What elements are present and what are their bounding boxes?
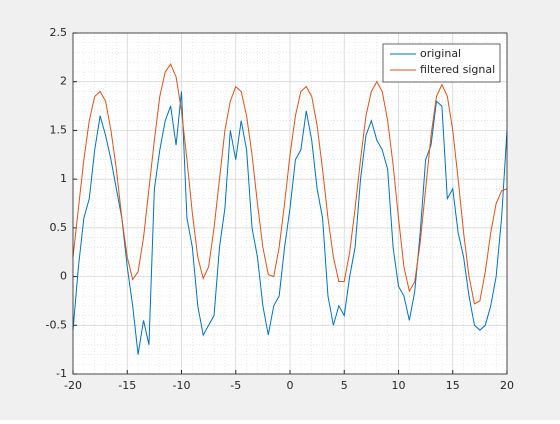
x-tick-label: 15 — [446, 379, 460, 392]
y-tick-label: -1 — [56, 367, 67, 380]
legend-box — [382, 43, 501, 83]
x-tick-label: -10 — [173, 379, 191, 392]
x-tick-label: 20 — [500, 379, 514, 392]
series-line — [72, 91, 508, 355]
series-line — [72, 63, 508, 305]
y-tick-label: 0.5 — [50, 221, 68, 234]
x-tick-label: 5 — [341, 379, 348, 392]
y-tick-label: 2.5 — [50, 26, 68, 39]
y-tick-label: -0.5 — [46, 318, 67, 331]
axes-box — [72, 32, 508, 375]
x-tick-label: -15 — [118, 379, 136, 392]
x-tick-label: -20 — [64, 379, 82, 392]
y-tick-label: 1.5 — [50, 123, 68, 136]
x-tick-label: 0 — [287, 379, 294, 392]
y-tick-label: 2 — [60, 75, 67, 88]
y-tick-label: 0 — [60, 270, 67, 283]
legend-label: filtered signal — [420, 63, 495, 76]
y-tick-label: 1 — [60, 172, 67, 185]
legend: original filtered signal — [382, 43, 501, 83]
x-tick-label: -5 — [230, 379, 241, 392]
legend-label: original — [420, 47, 461, 60]
x-tick-label: 10 — [392, 379, 406, 392]
